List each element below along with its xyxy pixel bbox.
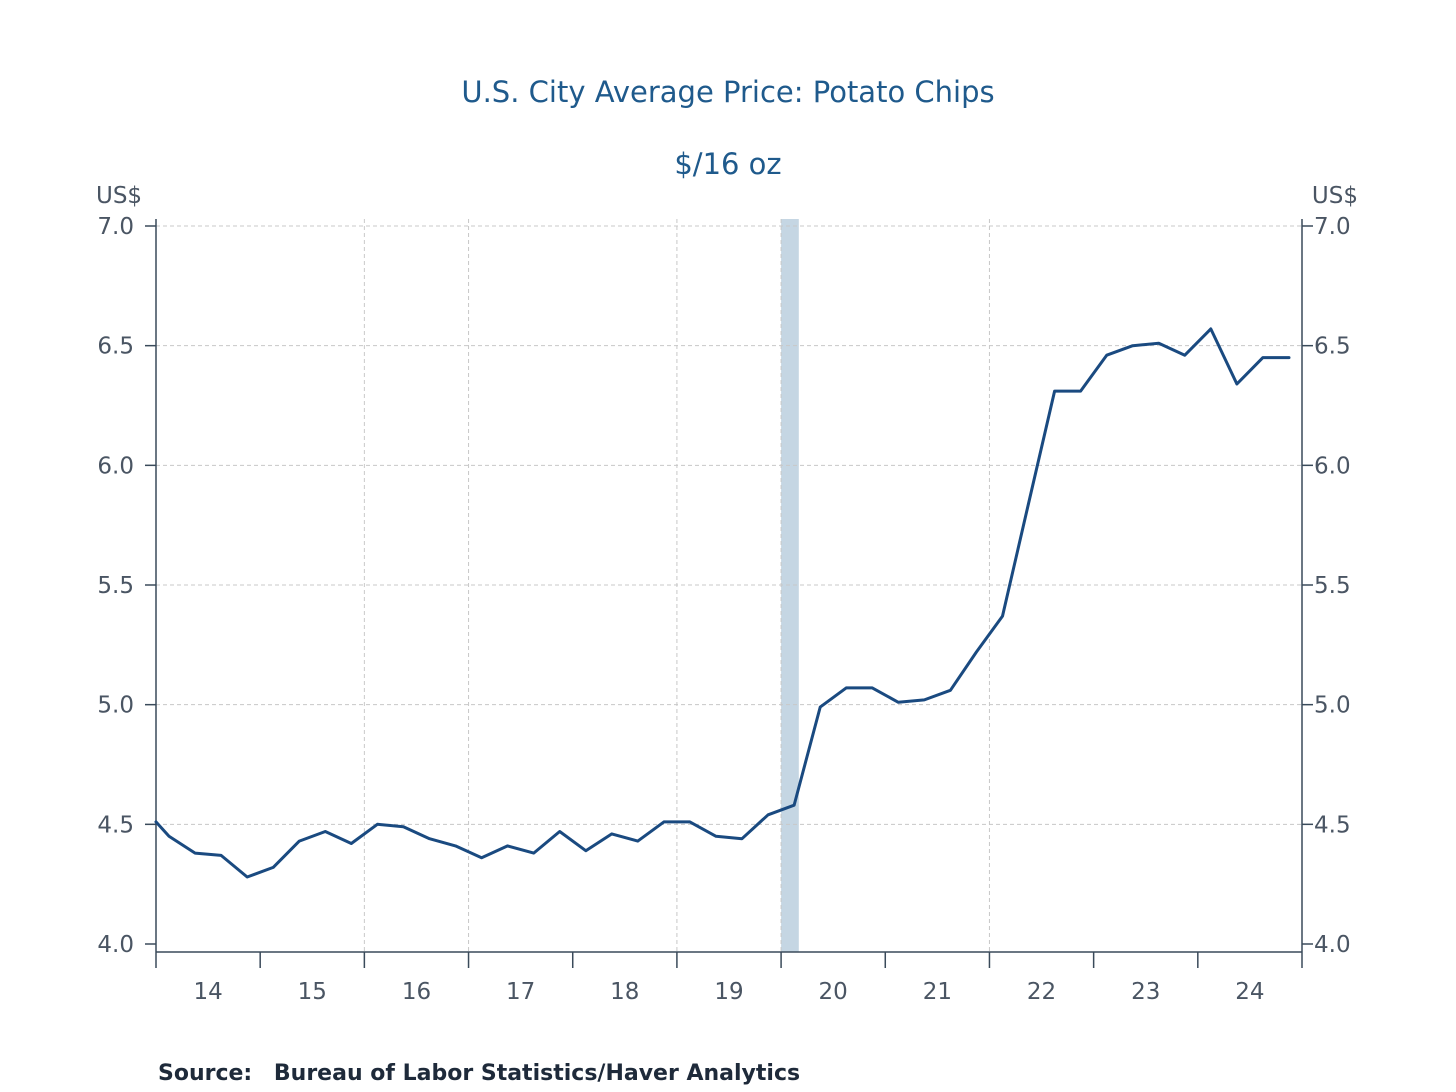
data-point [792, 803, 796, 807]
data-point [1287, 356, 1291, 359]
source-note: Source: Bureau of Labor Statistics/Haver… [158, 1061, 800, 1086]
y-tick-label-right: 5.0 [1314, 693, 1351, 719]
gridlines [156, 219, 1302, 952]
x-tick-label: 14 [193, 979, 222, 1005]
source-label: Source: [158, 1061, 252, 1086]
data-point [245, 875, 249, 879]
data-point [1079, 389, 1082, 393]
data-point [1053, 389, 1056, 393]
data-point [428, 837, 431, 840]
data-point [975, 650, 978, 654]
x-tick-label: 21 [923, 979, 952, 1005]
y-tick-label-left: 5.5 [97, 573, 134, 599]
data-point [845, 686, 848, 690]
data-point [897, 701, 900, 704]
series-line [154, 327, 1291, 879]
data-point [193, 851, 197, 855]
right-axis-unit-label: US$ [1312, 183, 1358, 209]
x-tick-labels: 14 15 16 17 18 19 20 21 22 23 24 [193, 979, 1264, 1005]
y-tick-label-left: 6.5 [97, 334, 134, 360]
y-tick-label-left: 6.0 [97, 453, 134, 479]
data-point [584, 849, 587, 852]
data-point [402, 825, 405, 828]
data-point [376, 823, 379, 826]
data-point [818, 705, 822, 709]
y-tick-label-left: 5.0 [97, 693, 134, 719]
data-point [1261, 356, 1265, 359]
left-axis-unit-label: US$ [96, 183, 142, 209]
data-point [324, 830, 327, 833]
data-point [949, 689, 952, 692]
y-tick-label-right: 5.5 [1314, 573, 1351, 599]
chart-subtitle: $/16 oz [674, 147, 781, 181]
y-tick-label-right: 4.0 [1314, 932, 1351, 958]
data-point [1001, 614, 1004, 618]
x-tick-label: 22 [1027, 979, 1056, 1005]
data-point [454, 844, 457, 848]
data-point [219, 854, 223, 857]
y-tick-label-left: 4.5 [97, 812, 134, 838]
x-tick-label: 18 [610, 979, 639, 1005]
series-layer [154, 327, 1291, 879]
x-tick-label: 24 [1235, 979, 1264, 1005]
data-point [1209, 327, 1213, 331]
data-point [154, 820, 158, 824]
y-tick-label-right: 6.5 [1314, 334, 1351, 360]
data-point [1235, 382, 1239, 386]
left-y-tick-labels: 7.0 6.5 6.0 5.5 5.0 4.5 4.0 [97, 214, 134, 958]
y-tick-label-left: 4.0 [97, 932, 134, 958]
x-tick-label: 17 [506, 979, 535, 1005]
data-point [923, 698, 926, 702]
data-point [610, 832, 613, 836]
data-point [766, 813, 770, 816]
data-point [688, 820, 692, 824]
data-point [1183, 354, 1186, 357]
data-point [506, 844, 509, 848]
data-point [558, 830, 561, 833]
x-tick-label: 20 [819, 979, 848, 1005]
data-point [298, 839, 301, 843]
data-point [1027, 502, 1030, 505]
source-text: Bureau of Labor Statistics/Haver Analyti… [274, 1061, 800, 1086]
data-point [1131, 344, 1134, 347]
data-point [480, 856, 483, 860]
data-point [636, 839, 640, 843]
data-point [532, 851, 535, 855]
chart-title: U.S. City Average Price: Potato Chips [461, 75, 994, 109]
y-tick-label-right: 6.0 [1314, 453, 1351, 479]
data-point [272, 866, 275, 869]
y-tick-label-left: 7.0 [97, 214, 134, 240]
data-point [350, 842, 353, 845]
data-point [714, 835, 718, 838]
x-tick-label: 16 [402, 979, 431, 1005]
data-point [662, 820, 666, 824]
y-tick-label-right: 7.0 [1314, 214, 1351, 240]
data-point [1105, 354, 1108, 357]
data-point [871, 686, 874, 690]
x-tick-label: 15 [298, 979, 327, 1005]
x-tick-label: 23 [1131, 979, 1160, 1005]
y-tick-label-right: 4.5 [1314, 812, 1351, 838]
data-point [1157, 342, 1160, 345]
right-y-tick-labels: 7.0 6.5 6.0 5.5 5.0 4.5 4.0 [1314, 214, 1351, 958]
axes [145, 219, 1313, 968]
data-point [740, 837, 744, 840]
data-point [167, 835, 171, 838]
x-tick-label: 19 [714, 979, 743, 1005]
